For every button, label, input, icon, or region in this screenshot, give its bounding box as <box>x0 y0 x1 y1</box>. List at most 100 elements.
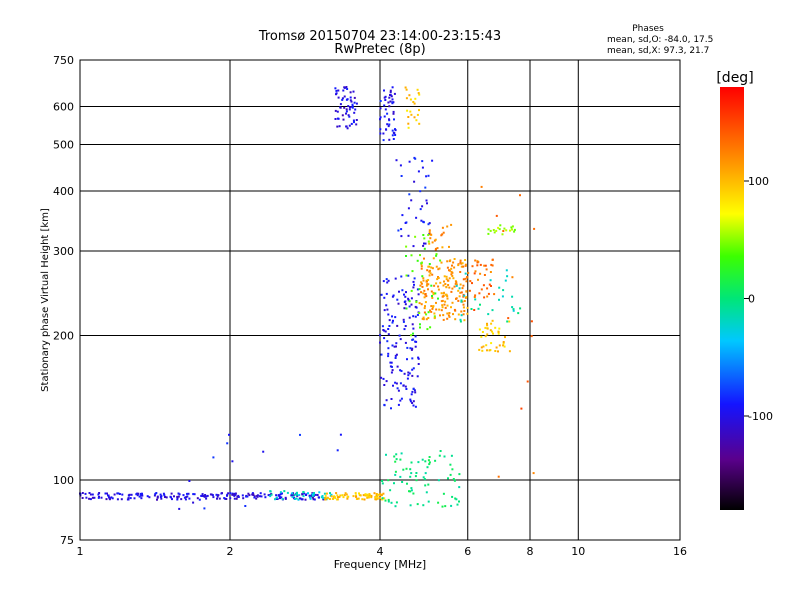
data-point <box>385 278 388 281</box>
data-point <box>414 391 417 394</box>
data-point <box>394 470 397 473</box>
data-point <box>447 314 450 317</box>
data-point <box>336 110 339 113</box>
data-point <box>459 318 462 321</box>
data-point <box>502 344 505 347</box>
data-point <box>490 263 493 266</box>
data-point <box>321 495 324 497</box>
data-point <box>480 288 483 291</box>
data-point <box>233 497 236 500</box>
data-point <box>460 291 463 294</box>
data-point <box>351 106 354 109</box>
data-point <box>267 494 270 497</box>
data-point <box>263 493 266 496</box>
data-point <box>509 229 511 232</box>
data-point <box>269 490 272 493</box>
data-point <box>416 113 419 116</box>
data-point <box>421 166 424 169</box>
data-point <box>326 496 329 499</box>
data-point <box>459 271 462 273</box>
data-point <box>352 119 355 122</box>
data-point <box>171 498 173 501</box>
data-point <box>457 313 460 316</box>
data-point <box>458 295 461 298</box>
data-point <box>281 492 283 495</box>
data-point <box>408 305 411 308</box>
data-point <box>412 315 415 318</box>
data-point <box>345 110 348 113</box>
data-point <box>226 494 228 497</box>
data-point <box>223 497 226 500</box>
data-point <box>339 106 342 109</box>
data-point <box>418 93 421 96</box>
data-points <box>79 86 536 510</box>
data-point <box>427 240 430 243</box>
data-point <box>451 287 454 290</box>
data-point <box>318 496 320 499</box>
data-point <box>383 96 386 99</box>
data-point <box>381 480 384 482</box>
data-point <box>387 355 390 358</box>
data-point <box>269 495 272 498</box>
data-point <box>303 492 306 495</box>
data-point <box>279 491 282 494</box>
data-point <box>408 490 410 493</box>
data-point <box>336 494 339 497</box>
data-point <box>489 229 492 232</box>
data-point <box>498 327 501 330</box>
data-point <box>441 246 444 249</box>
data-point <box>410 334 413 337</box>
data-point <box>275 496 278 499</box>
data-point <box>368 494 371 497</box>
data-point <box>353 101 356 104</box>
data-point <box>411 323 414 326</box>
data-point <box>383 337 386 340</box>
data-point <box>485 268 488 271</box>
data-point <box>429 309 431 312</box>
cluster-f2-o-mode-upper <box>395 156 434 248</box>
data-point <box>345 108 348 111</box>
data-point <box>462 265 465 268</box>
data-point <box>302 495 305 498</box>
data-point <box>234 493 237 496</box>
data-point <box>374 498 377 501</box>
data-point <box>379 118 381 121</box>
data-point <box>229 497 232 500</box>
data-point <box>334 109 337 112</box>
data-point <box>320 496 323 499</box>
data-point <box>478 348 481 351</box>
data-point <box>395 501 398 504</box>
data-point <box>386 308 389 311</box>
data-point <box>85 496 88 499</box>
data-point <box>335 92 338 95</box>
data-point <box>400 370 403 372</box>
y-tick-label: 600 <box>53 101 74 114</box>
data-point <box>459 261 462 264</box>
data-point <box>391 365 393 368</box>
data-point <box>330 493 333 496</box>
data-point <box>445 278 448 281</box>
data-point <box>381 498 384 501</box>
data-point <box>366 496 369 499</box>
data-point <box>126 498 129 501</box>
data-point <box>416 259 419 262</box>
data-point <box>494 326 497 329</box>
data-point <box>203 507 206 510</box>
data-point <box>251 492 254 495</box>
data-point <box>444 505 447 508</box>
data-point <box>205 495 208 498</box>
data-point <box>420 291 423 294</box>
data-point <box>366 493 369 496</box>
data-point <box>388 105 391 108</box>
data-point <box>356 497 359 500</box>
data-point <box>386 281 389 284</box>
data-point <box>495 229 498 232</box>
data-point <box>352 495 355 498</box>
data-point <box>431 307 434 310</box>
data-point <box>420 263 423 266</box>
data-point <box>416 503 419 506</box>
data-point <box>182 494 185 497</box>
data-point <box>389 361 392 364</box>
data-point <box>493 231 496 234</box>
data-point <box>418 122 421 125</box>
